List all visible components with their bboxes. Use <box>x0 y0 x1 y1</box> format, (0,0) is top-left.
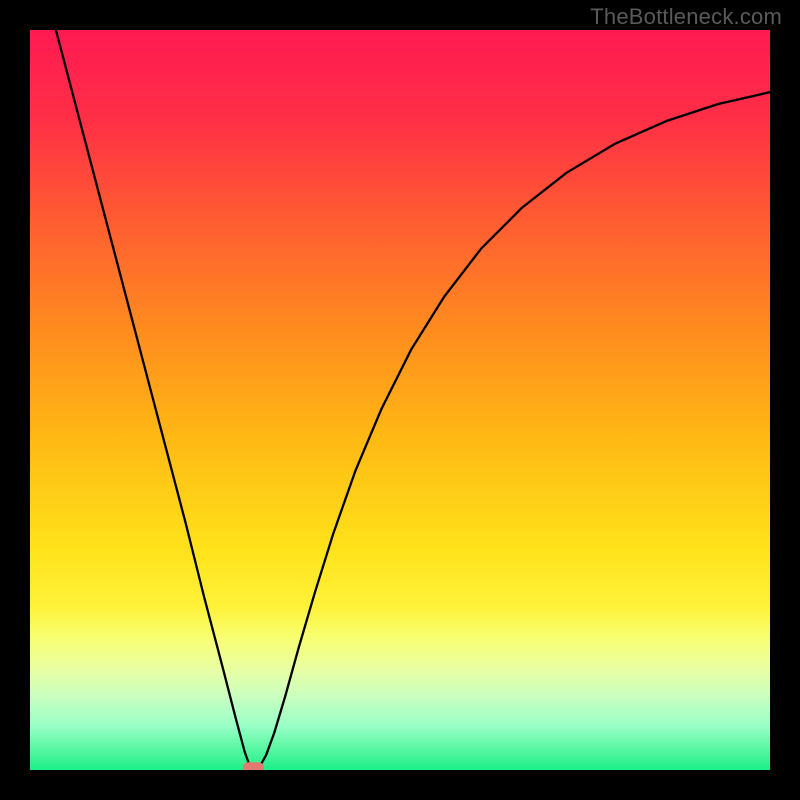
plot-area <box>30 30 770 770</box>
watermark-text: TheBottleneck.com <box>590 4 782 30</box>
minimum-marker <box>30 30 770 770</box>
chart-frame: TheBottleneck.com <box>0 0 800 800</box>
